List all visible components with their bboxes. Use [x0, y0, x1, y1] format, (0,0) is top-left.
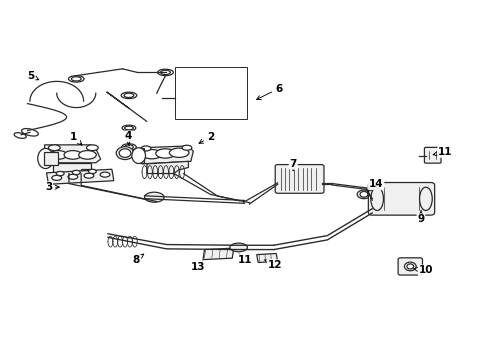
Ellipse shape	[229, 243, 247, 252]
Ellipse shape	[116, 147, 134, 159]
Bar	[43, 152, 58, 165]
Ellipse shape	[124, 126, 133, 130]
Ellipse shape	[48, 145, 60, 150]
Ellipse shape	[144, 192, 163, 202]
Text: 2: 2	[199, 132, 214, 143]
Ellipse shape	[158, 69, 173, 76]
Text: 6: 6	[256, 84, 282, 99]
Polygon shape	[139, 148, 143, 163]
Text: 13: 13	[190, 261, 205, 272]
Ellipse shape	[356, 190, 370, 199]
Ellipse shape	[142, 149, 161, 159]
Text: 9: 9	[417, 211, 424, 224]
Ellipse shape	[14, 133, 26, 138]
Ellipse shape	[419, 187, 431, 211]
Ellipse shape	[64, 150, 81, 159]
Text: 3: 3	[45, 182, 59, 192]
Ellipse shape	[84, 173, 94, 178]
Ellipse shape	[68, 174, 78, 179]
Text: 14: 14	[367, 179, 383, 191]
Ellipse shape	[132, 148, 145, 163]
Polygon shape	[53, 163, 91, 174]
Ellipse shape	[49, 150, 67, 159]
Ellipse shape	[122, 144, 136, 150]
Ellipse shape	[169, 148, 188, 157]
Text: 10: 10	[413, 265, 432, 275]
Ellipse shape	[56, 171, 64, 176]
Polygon shape	[203, 248, 233, 260]
Ellipse shape	[121, 92, 137, 99]
Ellipse shape	[370, 187, 383, 211]
FancyBboxPatch shape	[275, 165, 324, 193]
Text: 7: 7	[289, 159, 296, 171]
FancyBboxPatch shape	[367, 183, 434, 215]
Ellipse shape	[182, 145, 191, 150]
Polygon shape	[142, 146, 193, 164]
Bar	[175, 67, 247, 119]
Ellipse shape	[124, 145, 133, 149]
Text: 12: 12	[264, 260, 282, 270]
Ellipse shape	[88, 169, 96, 174]
Ellipse shape	[52, 175, 61, 180]
Text: 5: 5	[27, 71, 39, 81]
Text: 8: 8	[132, 254, 143, 265]
Ellipse shape	[124, 93, 134, 98]
Polygon shape	[46, 169, 114, 184]
Ellipse shape	[21, 129, 38, 136]
Ellipse shape	[119, 149, 131, 157]
Ellipse shape	[68, 76, 84, 82]
Ellipse shape	[404, 262, 415, 271]
Polygon shape	[256, 253, 277, 262]
Text: 11: 11	[432, 147, 452, 157]
Ellipse shape	[72, 170, 80, 175]
Ellipse shape	[79, 150, 96, 159]
Text: 11: 11	[238, 254, 252, 265]
Ellipse shape	[160, 70, 170, 75]
Ellipse shape	[406, 264, 413, 269]
Polygon shape	[44, 145, 101, 163]
FancyBboxPatch shape	[397, 258, 422, 275]
Ellipse shape	[122, 125, 136, 131]
Ellipse shape	[141, 146, 151, 151]
Polygon shape	[147, 161, 188, 174]
Ellipse shape	[38, 148, 53, 168]
Ellipse shape	[359, 192, 367, 197]
FancyBboxPatch shape	[424, 147, 440, 163]
Ellipse shape	[86, 145, 98, 150]
Ellipse shape	[71, 77, 81, 81]
Text: 4: 4	[124, 131, 132, 145]
Ellipse shape	[100, 172, 110, 177]
Text: 1: 1	[70, 132, 81, 145]
Ellipse shape	[156, 149, 175, 158]
